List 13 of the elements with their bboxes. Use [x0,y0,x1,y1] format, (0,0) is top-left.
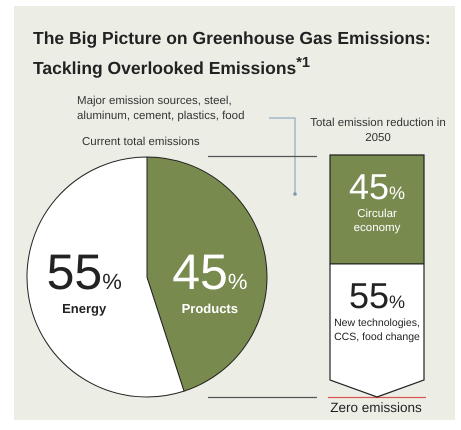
text: Total emission reduction in 2050 [309,116,447,146]
text: Current total emissions [82,136,200,148]
data-label: 45% [348,166,406,207]
chart-title: The Big Picture on Greenhouse Gas Emissions: Tackling Overlooked Emissions$^{*1}$ [33,27,432,80]
text: Zero emissions [329,400,423,415]
slice-label: Energy [62,301,107,316]
text: Major emission sources, steel, aluminum, cement, plastics, food [77,94,246,124]
data-label: 55% [348,274,406,316]
series-label: Circular economy [354,208,401,234]
data-label: 45% [172,244,248,300]
data-label: 55% [46,244,122,300]
series-label: New technologies, CCS, food change [334,316,420,343]
slice-label: Products [182,301,238,316]
